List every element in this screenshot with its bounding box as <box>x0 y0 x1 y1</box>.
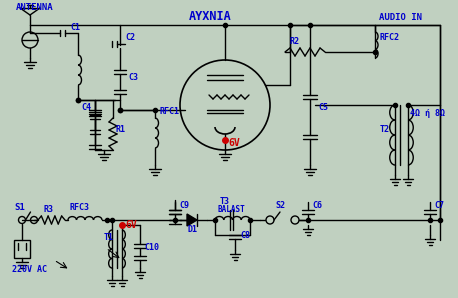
Text: BALAST: BALAST <box>217 206 245 215</box>
Text: C1: C1 <box>70 23 80 32</box>
Text: T2: T2 <box>380 125 390 134</box>
Text: S2: S2 <box>275 201 285 210</box>
Text: AYXNIA: AYXNIA <box>189 10 231 24</box>
Text: T3: T3 <box>220 198 230 207</box>
Text: R3: R3 <box>43 206 53 215</box>
Text: 6V: 6V <box>125 220 137 230</box>
Text: RFC1: RFC1 <box>159 108 179 117</box>
Text: C5: C5 <box>318 103 328 113</box>
Text: 220V AC: 220V AC <box>12 266 47 274</box>
Polygon shape <box>187 214 197 226</box>
Text: C7: C7 <box>434 201 444 210</box>
Text: D1: D1 <box>187 226 197 235</box>
Text: 4Ω ή 8Ω: 4Ω ή 8Ω <box>410 108 445 117</box>
Text: T1: T1 <box>104 234 114 243</box>
Text: C6: C6 <box>312 201 322 210</box>
Text: RFC3: RFC3 <box>70 204 90 212</box>
Text: C8: C8 <box>240 230 250 240</box>
Text: 6V: 6V <box>228 138 240 148</box>
Text: RFC2: RFC2 <box>379 33 399 43</box>
Text: ANTENNA: ANTENNA <box>16 3 54 12</box>
Text: C3: C3 <box>128 74 138 83</box>
Text: C4: C4 <box>81 103 91 113</box>
Text: C2: C2 <box>125 32 135 41</box>
Text: AUDIO IN: AUDIO IN <box>379 13 422 21</box>
Text: R1: R1 <box>115 125 125 134</box>
Text: S1: S1 <box>14 204 25 212</box>
Text: R2: R2 <box>290 38 300 46</box>
Text: C9: C9 <box>179 201 189 210</box>
Text: C10: C10 <box>144 243 159 252</box>
